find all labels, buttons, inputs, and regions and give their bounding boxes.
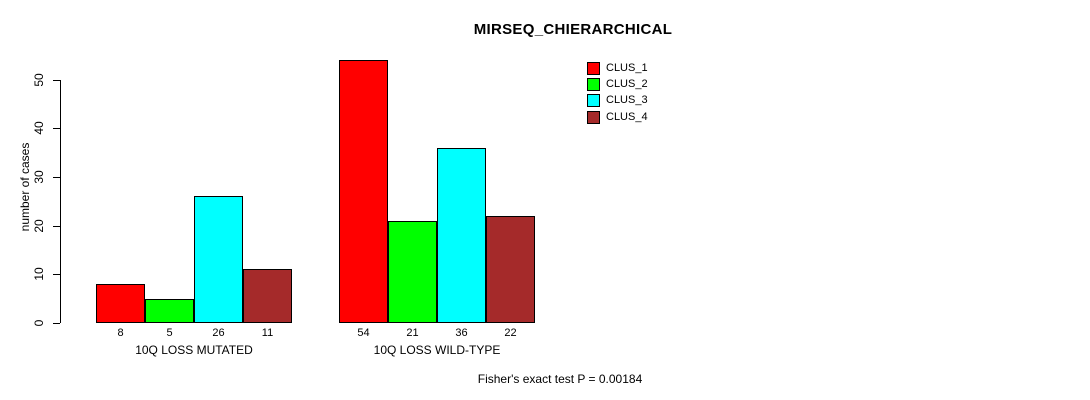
y-axis-line <box>60 80 61 323</box>
y-tick-label: 50 <box>32 73 46 87</box>
y-tick-label: 40 <box>32 121 46 135</box>
category-label: 10Q LOSS WILD-TYPE <box>373 343 501 357</box>
legend-item: CLUS_1 <box>587 62 697 75</box>
legend-item: CLUS_4 <box>587 111 697 124</box>
legend-label: CLUS_4 <box>606 111 648 123</box>
bar-value-label: 8 <box>117 327 124 339</box>
bar-clus_2 <box>145 299 194 323</box>
bar-clus_2 <box>388 221 437 323</box>
category-label: 10Q LOSS MUTATED <box>135 343 253 357</box>
legend-swatch-clus_1 <box>587 62 600 75</box>
legend-swatch-clus_2 <box>587 78 600 91</box>
bar-value-label: 36 <box>455 327 468 339</box>
legend-swatch-clus_4 <box>587 111 600 124</box>
bar-value-label: 5 <box>166 327 173 339</box>
y-tick-label: 30 <box>32 170 46 184</box>
legend-label: CLUS_2 <box>606 78 648 90</box>
bar-clus_1 <box>339 60 388 323</box>
legend-label: CLUS_1 <box>606 62 648 74</box>
y-tick-label: 20 <box>32 219 46 233</box>
bar-clus_4 <box>486 216 535 323</box>
bar-clus_3 <box>194 196 243 323</box>
bar-value-label: 11 <box>261 327 274 339</box>
bar-value-label: 54 <box>357 327 370 339</box>
bar-clus_4 <box>243 269 292 323</box>
y-tick <box>53 177 60 178</box>
fisher-test-annotation: Fisher's exact test P = 0.00184 <box>477 372 643 386</box>
legend-item: CLUS_2 <box>587 78 697 91</box>
legend-label: CLUS_3 <box>606 94 648 106</box>
bar-clus_3 <box>437 148 486 323</box>
y-tick <box>53 226 60 227</box>
bar-value-label: 26 <box>212 327 225 339</box>
y-axis-label: number of cases <box>18 142 32 232</box>
legend-item: CLUS_3 <box>587 94 697 107</box>
y-tick <box>53 128 60 129</box>
y-tick <box>53 274 60 275</box>
chart-title: MIRSEQ_CHIERARCHICAL <box>473 21 673 38</box>
y-tick-label: 10 <box>32 267 46 281</box>
bar-value-label: 21 <box>406 327 419 339</box>
y-tick <box>53 80 60 81</box>
y-tick-label: 0 <box>32 319 46 327</box>
legend-swatch-clus_3 <box>587 94 600 107</box>
bar-clus_1 <box>96 284 145 323</box>
bar-value-label: 22 <box>504 327 517 339</box>
y-tick <box>53 323 60 324</box>
